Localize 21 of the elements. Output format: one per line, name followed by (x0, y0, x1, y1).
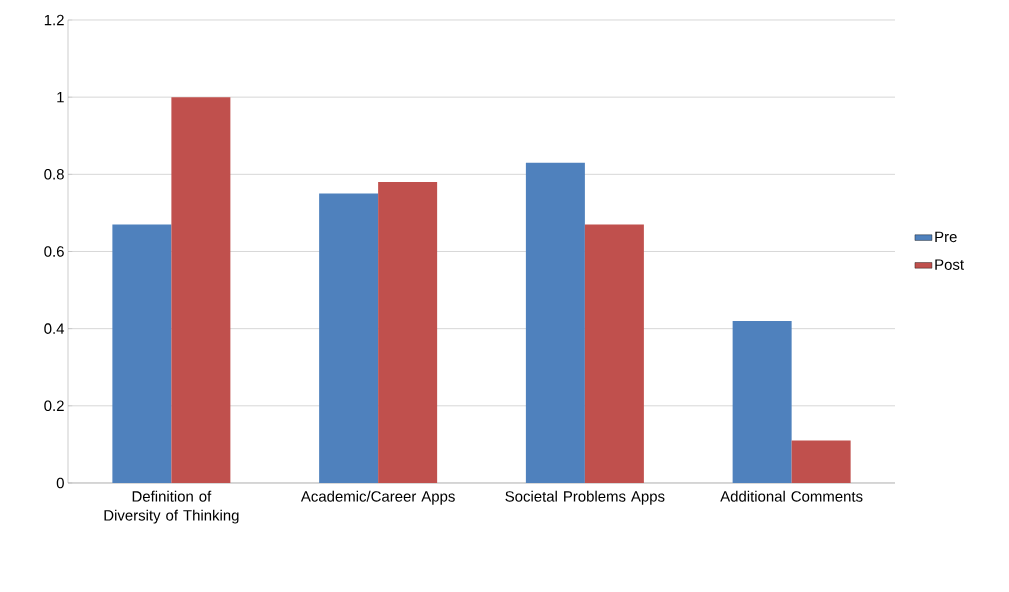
bar (171, 97, 231, 483)
legend-label: Post (935, 259, 964, 270)
x-tick-label: Definition of Diversity of Thinking (104, 490, 239, 524)
y-tick-label: 1.2 (44, 14, 64, 26)
y-tick-label: 0.2 (44, 400, 64, 412)
bar (319, 193, 379, 483)
y-tick-label: 0.8 (44, 169, 64, 180)
bar (525, 162, 585, 483)
bar (732, 320, 792, 483)
legend-label: Pre (935, 231, 957, 243)
y-tick-label: 0.6 (44, 246, 64, 257)
x-tick-label: Societal Problems Apps (505, 490, 665, 505)
bar (791, 440, 851, 483)
y-tick-label: 0 (56, 477, 64, 489)
y-tick-label: 0.4 (44, 323, 65, 334)
bar (584, 224, 644, 483)
bar (378, 182, 438, 483)
y-tick-label: 1 (57, 92, 64, 103)
x-tick-label: Additional Comments (720, 490, 863, 502)
bar (112, 224, 172, 483)
x-tick-label: Academic/Career Apps (300, 490, 455, 505)
